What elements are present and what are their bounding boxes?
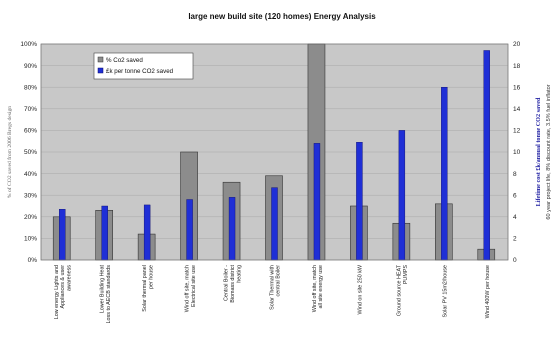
- y-right-tick-label: 10: [513, 149, 521, 156]
- y-right-tick-label: 12: [513, 128, 521, 135]
- x-category-label-line: Wind off site, match: [312, 265, 318, 312]
- y-right-axis-label: Lifetime cost £k/annual tonne CO2 saved: [535, 97, 542, 206]
- bar-cost-per-tonne: [483, 50, 490, 261]
- x-category-label: Wind on site 250 kW: [357, 264, 363, 314]
- y-axis-left: 0% 10% 20% 30% 40% 50% 60% 70% 80% 90% 100% % of CO…: [6, 41, 37, 264]
- x-category-label-line: Appliances & user: [60, 265, 66, 309]
- y-left-tick-label: 100%: [20, 41, 37, 48]
- x-category-label: Wind 400W per house: [485, 265, 491, 318]
- x-category-label: Lower Building HeatLoss to AECB standard…: [100, 265, 112, 324]
- x-category-label-line: all site energy use: [318, 265, 324, 308]
- x-category-label-line: heating: [236, 265, 242, 283]
- x-category-label-line: Wind on site 250 kW: [357, 264, 363, 314]
- x-category-label: Solar PV 15m2/house: [442, 265, 448, 317]
- y-right-tick-label: 2: [513, 236, 517, 243]
- legend: % Co2 saved £k per tonne CO2 saved: [93, 52, 194, 80]
- x-category-label-line: Loss to AECB standards: [106, 265, 112, 324]
- y-left-tick-label: 30%: [24, 192, 37, 199]
- x-category-label: Solar Thermal withcentral Boiler: [269, 265, 281, 310]
- legend-swatch-co2: [97, 56, 104, 63]
- x-category-label-line: central Boiler: [276, 265, 282, 297]
- plot-frame: [40, 43, 509, 261]
- y-right-tick-label: 6: [513, 192, 517, 199]
- bar-cost-per-tonne: [441, 86, 448, 261]
- y-left-axis-label: % of CO2 saved from 2006 Bregs design: [6, 106, 13, 198]
- y-left-tick-label: 20%: [24, 214, 37, 221]
- x-category-label-line: Electrical site use: [191, 265, 197, 307]
- x-category-label-line: Biomass district: [230, 265, 236, 303]
- y-left-tick-label: 80%: [24, 84, 37, 91]
- x-category-label-line: Wind 400W per house: [485, 265, 491, 318]
- x-category-label: Ground source HEATPUMPS: [397, 264, 409, 316]
- y-left-tick-label: 10%: [24, 236, 37, 243]
- bar-cost-per-tonne: [271, 187, 278, 261]
- x-category-label-line: Solar PV 15m2/house: [442, 265, 448, 317]
- y-left-tick-label: 70%: [24, 106, 37, 113]
- bar-cost-per-tonne: [101, 205, 108, 261]
- x-category-label-line: PUMPS: [403, 265, 409, 285]
- y-right-tick-label: 14: [513, 106, 521, 113]
- bar-cost-per-tonne: [59, 209, 66, 261]
- y-right-tick-label: 18: [513, 63, 521, 70]
- y-right-tick-label: 20: [513, 41, 521, 48]
- bar-cost-per-tonne: [313, 143, 321, 261]
- x-category-label: Low energy Lights andAppliances & useraw…: [54, 265, 73, 320]
- x-category-label-line: awareness: [67, 265, 73, 291]
- legend-swatch-cost: [97, 67, 104, 74]
- x-category-label-line: Solar Thermal with: [269, 265, 275, 310]
- x-category-label-line: Low energy Lights and: [54, 265, 60, 319]
- legend-label-cost: £k per tonne CO2 saved: [106, 68, 174, 75]
- y-axis-right: 0 2 4 6 8 10 12 14 16 18 20 Lifetime cost £k/annual…: [513, 41, 552, 264]
- bar-cost-per-tonne: [356, 142, 363, 261]
- x-category-label-line: per house: [148, 265, 154, 289]
- y-right-tick-label: 16: [513, 84, 521, 91]
- x-category-label: Central Boiler -Biomass districtheating: [224, 265, 243, 303]
- legend-box: [93, 52, 194, 80]
- y-left-tick-label: 90%: [24, 63, 37, 70]
- x-category-label-line: Solar thermal panel: [142, 265, 148, 312]
- y-left-tick-label: 50%: [24, 149, 37, 156]
- x-category-label-line: Ground source HEAT: [397, 264, 403, 316]
- y-right-axis-sublabel: 60 year project life, 8% discount rate, …: [546, 84, 552, 219]
- bar-cost-per-tonne: [186, 199, 193, 261]
- x-axis-categories: Low energy Lights andAppliances & useraw…: [54, 264, 491, 323]
- bar-cost-per-tonne: [228, 197, 236, 261]
- x-category-label-line: Wind off site, match: [184, 265, 190, 312]
- x-category-label-line: Central Boiler -: [224, 265, 230, 301]
- chart-title: large new build site (120 homes) Energy …: [188, 12, 376, 21]
- y-left-tick-label: 0%: [28, 257, 38, 264]
- x-category-label: Wind off site, matchall site energy use: [312, 265, 324, 312]
- y-right-tick-label: 8: [513, 171, 517, 178]
- y-left-tick-label: 40%: [24, 171, 37, 178]
- x-category-label: Wind off site, matchElectrical site use: [184, 265, 196, 312]
- y-left-tick-label: 60%: [24, 128, 37, 135]
- bar-cost-per-tonne: [143, 204, 151, 261]
- x-category-label-line: Lower Building Heat: [100, 265, 106, 314]
- y-right-tick-label: 4: [513, 214, 517, 221]
- x-category-label: Solar thermal panelper house: [142, 265, 154, 312]
- y-right-tick-label: 0: [513, 257, 517, 264]
- bar-cost-per-tonne: [398, 130, 406, 261]
- legend-label-co2: % Co2 saved: [106, 57, 143, 64]
